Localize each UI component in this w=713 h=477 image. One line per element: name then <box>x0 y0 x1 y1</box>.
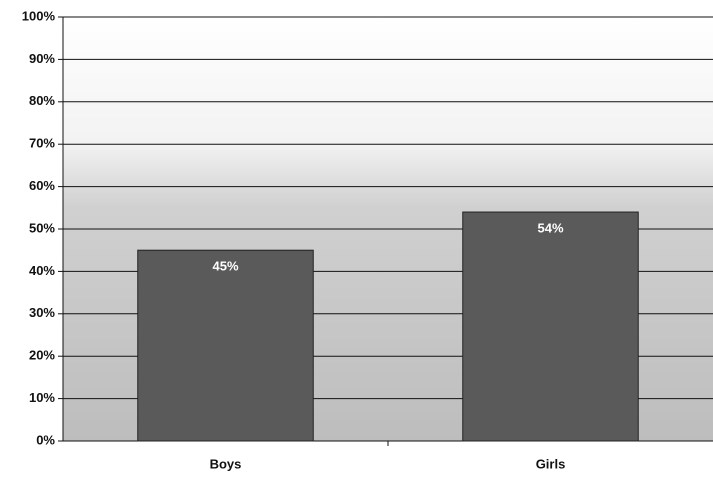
y-tick-label: 0% <box>36 432 55 447</box>
y-tick-label: 30% <box>29 305 55 320</box>
y-tick-label: 100% <box>22 8 56 23</box>
y-tick-label: 50% <box>29 220 55 235</box>
y-tick-label: 80% <box>29 93 55 108</box>
data-label: 45% <box>212 259 238 274</box>
y-tick-label: 90% <box>29 51 55 66</box>
y-tick-label: 20% <box>29 348 55 363</box>
x-tick-label: Boys <box>210 456 242 471</box>
y-tick-label: 10% <box>29 390 55 405</box>
y-tick-label: 70% <box>29 136 55 151</box>
x-tick-label: Girls <box>536 456 566 471</box>
bar <box>137 249 314 442</box>
data-label: 54% <box>537 220 563 235</box>
y-tick-label: 60% <box>29 178 55 193</box>
bar <box>462 211 639 442</box>
y-tick-label: 40% <box>29 263 55 278</box>
